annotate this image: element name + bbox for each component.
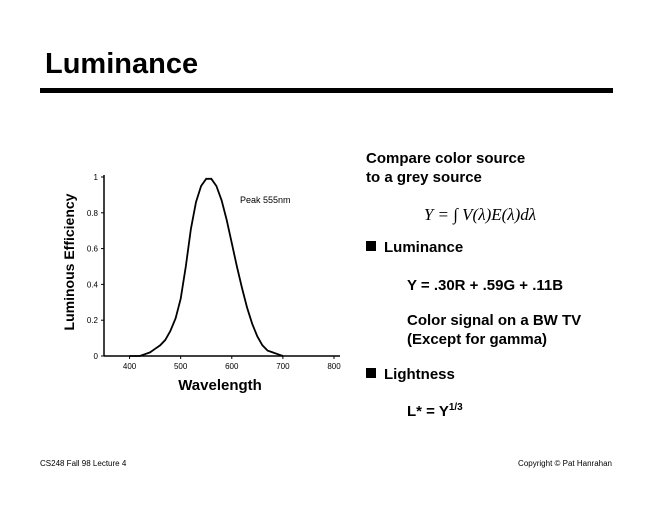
footer-left: CS248 Fall 98 Lecture 4 [40, 459, 127, 468]
superscript: 1/3 [449, 402, 463, 413]
y-tick-label: 0.4 [87, 280, 99, 289]
formula: Y = ∫ V(λ)E(λ)dλ [424, 205, 536, 225]
x-axis-title: Wavelength [178, 377, 262, 394]
x-tick-label: 500 [174, 362, 188, 371]
y-tick-label: 0 [94, 352, 99, 361]
slide-title: Luminance [45, 48, 198, 80]
bullet-label: Luminance [384, 239, 463, 256]
bullet-square [366, 368, 376, 378]
title-rule [40, 88, 613, 93]
x-tick-label: 800 [327, 362, 341, 371]
footer-right: Copyright © Pat Hanrahan [518, 459, 612, 468]
x-tick-label: 700 [276, 362, 290, 371]
annotation: Peak 555nm [240, 195, 291, 205]
curve [129, 177, 284, 357]
compare-text: to a grey source [366, 169, 482, 186]
y-axis-title: Luminous Efficiency [61, 193, 77, 330]
bullet-text: Color signal on a BW TV [407, 312, 581, 329]
compare-text: Compare color source [366, 150, 525, 167]
bullet-text: Y = .30R + .59G + .11B [407, 277, 563, 294]
bullet-label: Lightness [384, 366, 455, 383]
y-tick-label: 1 [94, 173, 99, 182]
y-tick-label: 0.6 [87, 245, 99, 254]
formula-text: L* = Y [407, 403, 449, 420]
x-tick-label: 600 [225, 362, 239, 371]
bullet-text: (Except for gamma) [407, 331, 547, 348]
y-tick-label: 0.2 [87, 316, 99, 325]
y-tick-label: 0.8 [87, 209, 99, 218]
x-tick-label: 400 [123, 362, 137, 371]
bullet-text: L* = Y1/3 [407, 402, 463, 420]
bullet-square [366, 241, 376, 251]
